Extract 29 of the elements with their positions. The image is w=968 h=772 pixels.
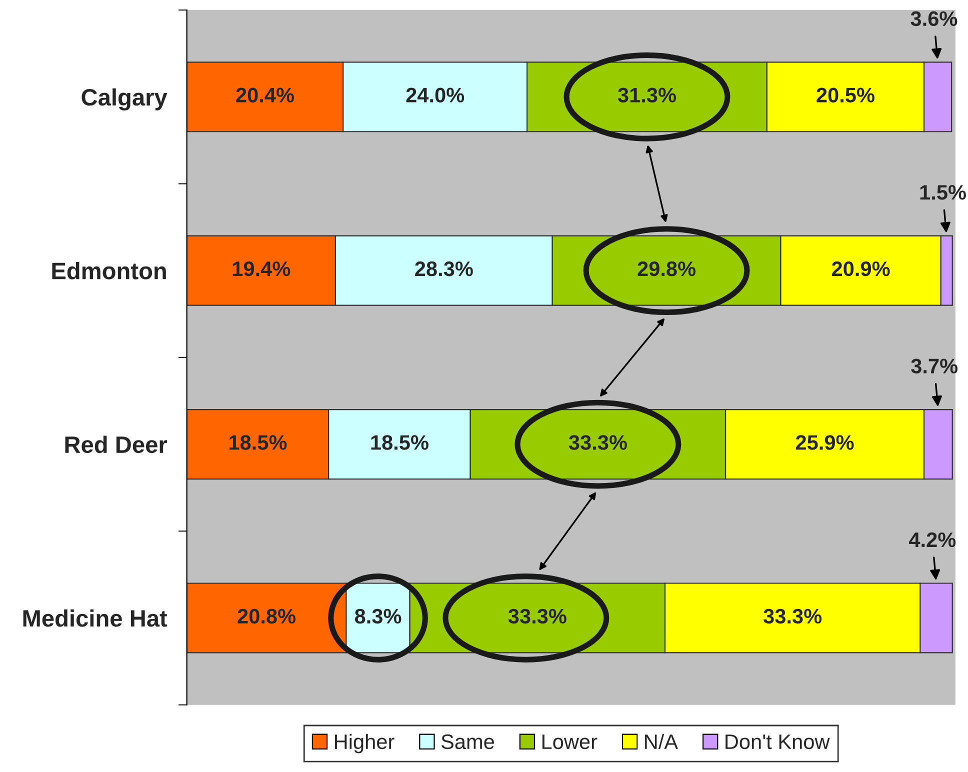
- data-label: 25.9%: [796, 435, 854, 450]
- y-tick-label: Calgary: [82, 88, 168, 110]
- legend-label: N/A: [645, 734, 678, 750]
- data-label: 29.8%: [638, 261, 696, 276]
- data-label: 18.5%: [371, 435, 428, 450]
- y-tick-label: Medicine Hat: [23, 609, 168, 627]
- legend-label: Don't Know: [726, 734, 830, 750]
- data-label: 20.4%: [236, 88, 294, 102]
- data-label: 4.2%: [909, 532, 956, 548]
- data-label: 1.5%: [920, 185, 966, 200]
- data-label: 3.6%: [910, 11, 958, 26]
- data-label: 3.7%: [911, 358, 958, 374]
- y-tick-label: Edmonton: [52, 262, 166, 280]
- data-label: 28.3%: [415, 261, 473, 276]
- data-label: 18.5%: [229, 435, 287, 450]
- legend-label: Lower: [542, 734, 598, 750]
- data-label: 19.4%: [232, 261, 290, 276]
- y-tick-label: Red Deer: [65, 436, 168, 454]
- data-label: 33.3%: [508, 608, 566, 624]
- data-label: 31.3%: [618, 88, 676, 103]
- data-label: 20.8%: [238, 608, 296, 624]
- legend-label: Same: [441, 734, 494, 750]
- data-label: 33.3%: [764, 608, 822, 624]
- data-label: 20.9%: [832, 261, 890, 276]
- data-label: 8.3%: [354, 608, 402, 624]
- data-label: 20.5%: [816, 88, 874, 102]
- data-label: 24.0%: [406, 88, 464, 102]
- legend-label: Higher: [335, 734, 394, 754]
- data-label: 33.3%: [568, 435, 627, 450]
